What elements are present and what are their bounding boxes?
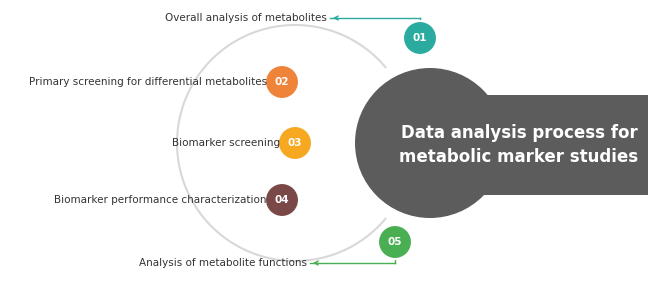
Circle shape [265, 65, 299, 99]
Circle shape [378, 225, 412, 259]
Text: 05: 05 [388, 237, 402, 247]
Circle shape [265, 183, 299, 217]
Text: Biomarker performance characterization: Biomarker performance characterization [54, 195, 267, 205]
Text: 01: 01 [413, 33, 427, 43]
FancyBboxPatch shape [390, 95, 648, 195]
Circle shape [403, 21, 437, 55]
Text: 03: 03 [288, 138, 302, 148]
Text: Data analysis process for
metabolic marker studies: Data analysis process for metabolic mark… [400, 123, 639, 166]
Text: Overall analysis of metabolites: Overall analysis of metabolites [165, 13, 327, 23]
Text: 02: 02 [274, 77, 290, 87]
Text: 04: 04 [274, 195, 290, 205]
Circle shape [355, 68, 505, 218]
Text: Analysis of metabolite functions: Analysis of metabolite functions [139, 258, 307, 268]
Circle shape [278, 126, 312, 160]
Text: Biomarker screening: Biomarker screening [172, 138, 280, 148]
Text: Primary screening for differential metabolites: Primary screening for differential metab… [29, 77, 267, 87]
